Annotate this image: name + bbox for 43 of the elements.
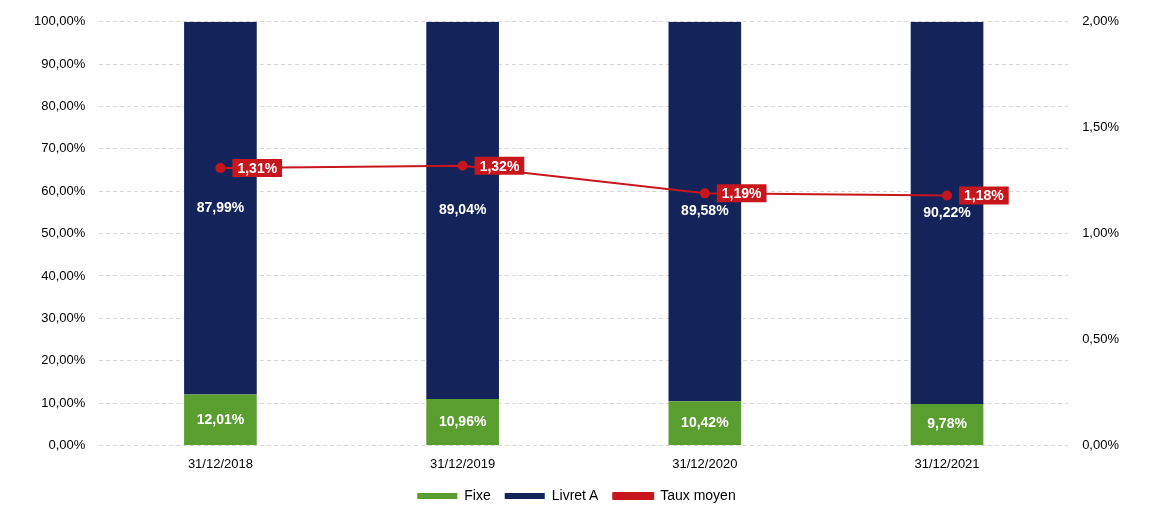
y-tick-label: 20,00% xyxy=(41,352,86,368)
x-tick-label: 31/12/2018 xyxy=(187,455,253,471)
data-label: 1,31% xyxy=(237,159,278,176)
data-label: 10,96% xyxy=(438,412,487,429)
data-label: 87,99% xyxy=(196,199,245,216)
bar xyxy=(668,401,742,445)
data-label: 89,58% xyxy=(681,202,730,219)
y-tick-label: 60,00% xyxy=(41,182,86,198)
point xyxy=(699,188,710,199)
y2-tick-label: 1,50% xyxy=(1082,119,1120,135)
data-label: 1,18% xyxy=(964,187,1005,204)
legend-label: Taux moyen xyxy=(660,486,736,503)
y-tick-label: 0,00% xyxy=(48,436,86,452)
data-label: 9,78% xyxy=(927,415,968,432)
y2-tick-label: 0,00% xyxy=(1082,436,1120,452)
legend-label: Livret A xyxy=(551,486,600,503)
data-label: 1,19% xyxy=(721,185,763,202)
x-tick-label: 31/12/2019 xyxy=(430,455,496,471)
y-tick-label: 100,00% xyxy=(33,13,86,29)
y-tick-label: 40,00% xyxy=(41,267,86,283)
y-tick-label: 70,00% xyxy=(41,140,86,156)
data-label: 12,01% xyxy=(196,410,245,427)
legend-label: Fixe xyxy=(464,486,491,503)
y2-tick-label: 0,50% xyxy=(1082,331,1120,347)
y-tick-label: 90,00% xyxy=(41,55,86,71)
bar xyxy=(910,403,984,445)
y-tick-label: 80,00% xyxy=(41,98,86,114)
data-label: 10,42% xyxy=(681,413,730,430)
point xyxy=(457,160,468,171)
point xyxy=(942,190,953,201)
point xyxy=(215,162,226,173)
y2-tick-label: 2,00% xyxy=(1082,13,1120,29)
data-label: 1,32% xyxy=(479,157,520,174)
x-tick-label: 31/12/2021 xyxy=(914,455,980,471)
x-tick-label: 31/12/2020 xyxy=(672,455,738,471)
y2-tick-label: 1,00% xyxy=(1082,225,1120,241)
data-label: 89,04% xyxy=(438,201,487,218)
y-tick-label: 50,00% xyxy=(41,225,86,241)
y-tick-label: 10,00% xyxy=(41,394,86,410)
y-tick-label: 30,00% xyxy=(41,309,86,325)
bar xyxy=(426,398,499,445)
data-label: 90,22% xyxy=(923,203,972,220)
bar xyxy=(184,394,257,445)
